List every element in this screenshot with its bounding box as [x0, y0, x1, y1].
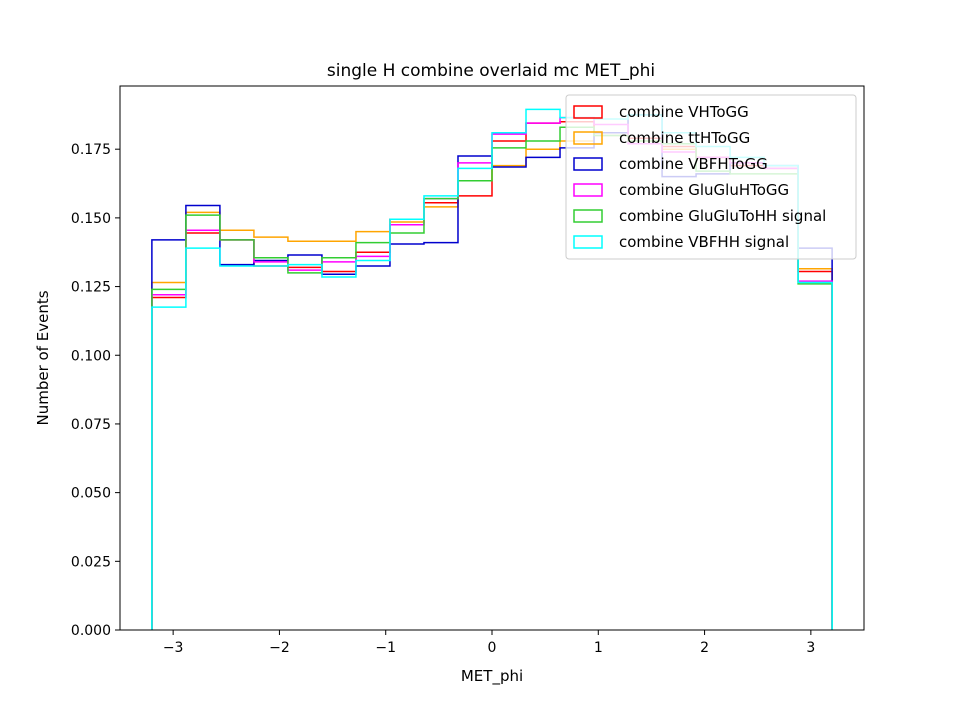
- y-tick-label: 0.100: [71, 348, 111, 364]
- x-tick-label: 2: [700, 640, 709, 656]
- x-tick-label: −1: [375, 640, 396, 656]
- y-tick-label: 0.125: [71, 280, 111, 296]
- y-tick-label: 0.000: [71, 623, 111, 639]
- legend-label-4: combine GluGluToHH signal: [619, 207, 826, 225]
- y-axis-title: Number of Events: [34, 290, 52, 425]
- x-axis: −3 −2 −1 0 1 2 3: [163, 630, 815, 656]
- legend-label-2: combine VBFHToGG: [619, 155, 768, 173]
- legend-label-5: combine VBFHH signal: [619, 233, 789, 251]
- y-tick-label: 0.025: [71, 554, 111, 570]
- legend-swatch-2: [573, 157, 603, 171]
- x-tick-label: 3: [806, 640, 815, 656]
- legend-label-0: combine VHToGG: [619, 103, 749, 121]
- y-axis: 0.000 0.025 0.050 0.075 0.100 0.125 0.150 0.175: [71, 142, 120, 639]
- y-tick-label: 0.175: [71, 142, 111, 158]
- legend-box: [565, 94, 857, 260]
- legend-swatch-1: [573, 131, 603, 145]
- legend-swatch-3: [573, 183, 603, 197]
- chart-title: single H combine overlaid mc MET_phi: [327, 61, 655, 81]
- y-tick-label: 0.150: [71, 211, 111, 227]
- legend-label-3: combine GluGluHToGG: [619, 181, 789, 199]
- legend-label-1: combine ttHToGG: [619, 129, 750, 147]
- x-axis-title: MET_phi: [461, 667, 523, 686]
- x-tick-label: −2: [269, 640, 290, 656]
- legend-swatch-5: [573, 235, 603, 249]
- y-tick-label: 0.050: [71, 486, 111, 502]
- y-tick-label: 0.075: [71, 417, 111, 433]
- legend-swatch-4: [573, 209, 603, 223]
- x-tick-label: 0: [488, 640, 497, 656]
- x-tick-label: 1: [594, 640, 603, 656]
- x-tick-label: −3: [163, 640, 184, 656]
- legend-swatch-0: [573, 105, 603, 119]
- legend: combine VHToGG combine ttHToGG combine VBF…: [565, 94, 857, 260]
